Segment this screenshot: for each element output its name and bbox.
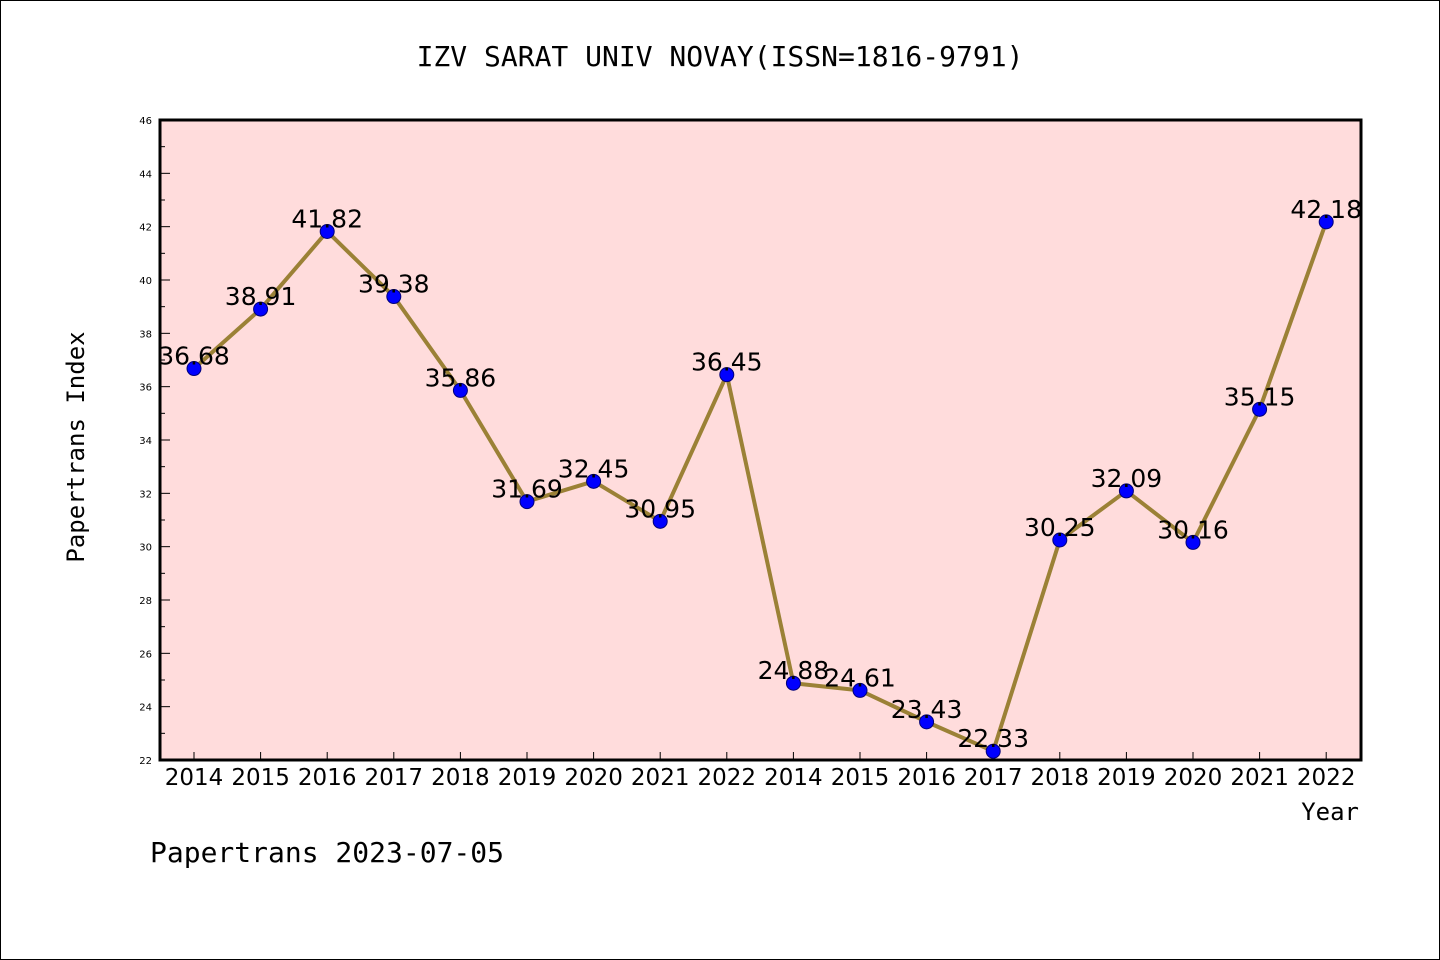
data-label: 30.95 — [624, 494, 696, 523]
y-tick-label: 24 — [139, 703, 152, 714]
data-point — [586, 473, 602, 489]
data-label: 22.33 — [957, 724, 1029, 753]
series-line — [192, 221, 1329, 754]
data-point — [785, 675, 801, 691]
x-tick-label: 2018 — [431, 765, 490, 791]
x-tick-label: 2021 — [1230, 765, 1289, 791]
x-tick-label: 2022 — [1297, 765, 1356, 791]
data-label: 41.82 — [291, 204, 363, 233]
x-tick-label: 2017 — [964, 765, 1023, 791]
x-tick-label: 2022 — [698, 765, 757, 791]
data-label: 39.38 — [358, 270, 430, 299]
y-tick-label: 42 — [139, 223, 152, 234]
data-label: 35.15 — [1224, 382, 1296, 411]
series-group — [186, 214, 1334, 759]
data-point — [186, 361, 202, 377]
data-label: 23.43 — [891, 695, 963, 724]
x-tick-label: 2020 — [564, 765, 623, 791]
data-point — [719, 367, 735, 383]
data-point — [1252, 401, 1268, 417]
y-tick-label: 26 — [139, 649, 152, 660]
data-point — [319, 223, 335, 239]
data-point — [985, 743, 1001, 759]
data-label: 36.45 — [691, 348, 763, 377]
data-label: 24.88 — [758, 656, 830, 685]
y-tick-label: 44 — [139, 169, 152, 180]
x-axis-label: Year — [1301, 798, 1359, 826]
data-point — [1318, 214, 1334, 230]
data-point — [452, 382, 468, 398]
y-tick-label: 32 — [139, 489, 152, 500]
data-label: 38.91 — [225, 282, 297, 311]
x-axis: 2014 2015 2016 2017 2018 2019 2020 2021 2022 2014… — [165, 752, 1356, 791]
data-point — [919, 714, 935, 730]
x-tick-label: 2014 — [165, 765, 224, 791]
data-label: 31.69 — [491, 475, 563, 504]
y-tick-label: 40 — [139, 276, 152, 287]
data-label: 32.45 — [558, 454, 630, 483]
x-tick-label: 2018 — [1031, 765, 1090, 791]
y-axis: 22 24 26 28 30 32 34 36 38 40 42 44 46 — [139, 116, 170, 767]
x-tick-label: 2019 — [498, 765, 557, 791]
x-tick-label: 2017 — [365, 765, 424, 791]
chart-title: IZV SARAT UNIV NOVAY(ISSN=1816-9791) — [417, 40, 1024, 73]
y-tick-label: 28 — [139, 596, 152, 607]
data-point — [519, 494, 535, 510]
data-point — [652, 513, 668, 529]
data-label: 32.09 — [1091, 464, 1163, 493]
data-label: 35.86 — [425, 363, 497, 392]
x-tick-label: 2016 — [897, 765, 956, 791]
footer-date: Papertrans 2023-07-05 — [150, 836, 504, 869]
data-point — [852, 682, 868, 698]
y-tick-label: 36 — [139, 383, 152, 394]
data-label: 24.61 — [824, 663, 896, 692]
plot-area — [158, 118, 1363, 762]
data-point — [1118, 483, 1134, 499]
data-point — [1185, 534, 1201, 550]
x-tick-label: 2015 — [231, 765, 290, 791]
x-tick-label: 2021 — [631, 765, 690, 791]
data-label: 30.16 — [1157, 515, 1229, 544]
y-tick-label: 38 — [139, 329, 152, 340]
y-tick-label: 46 — [139, 116, 152, 127]
x-tick-label: 2019 — [1097, 765, 1156, 791]
data-point — [386, 289, 402, 305]
x-tick-label: 2014 — [764, 765, 823, 791]
y-tick-label: 30 — [139, 543, 152, 554]
data-label: 36.68 — [158, 342, 230, 371]
data-point — [1052, 532, 1068, 548]
x-tick-label: 2016 — [298, 765, 357, 791]
y-axis-label: Papertrans Index — [62, 331, 90, 562]
x-tick-label: 2015 — [831, 765, 890, 791]
data-label: 30.25 — [1024, 513, 1096, 542]
y-tick-label: 34 — [139, 436, 152, 447]
data-point — [253, 301, 269, 317]
x-tick-label: 2020 — [1164, 765, 1223, 791]
y-tick-label: 22 — [139, 756, 152, 767]
data-label: 42.18 — [1290, 195, 1362, 224]
